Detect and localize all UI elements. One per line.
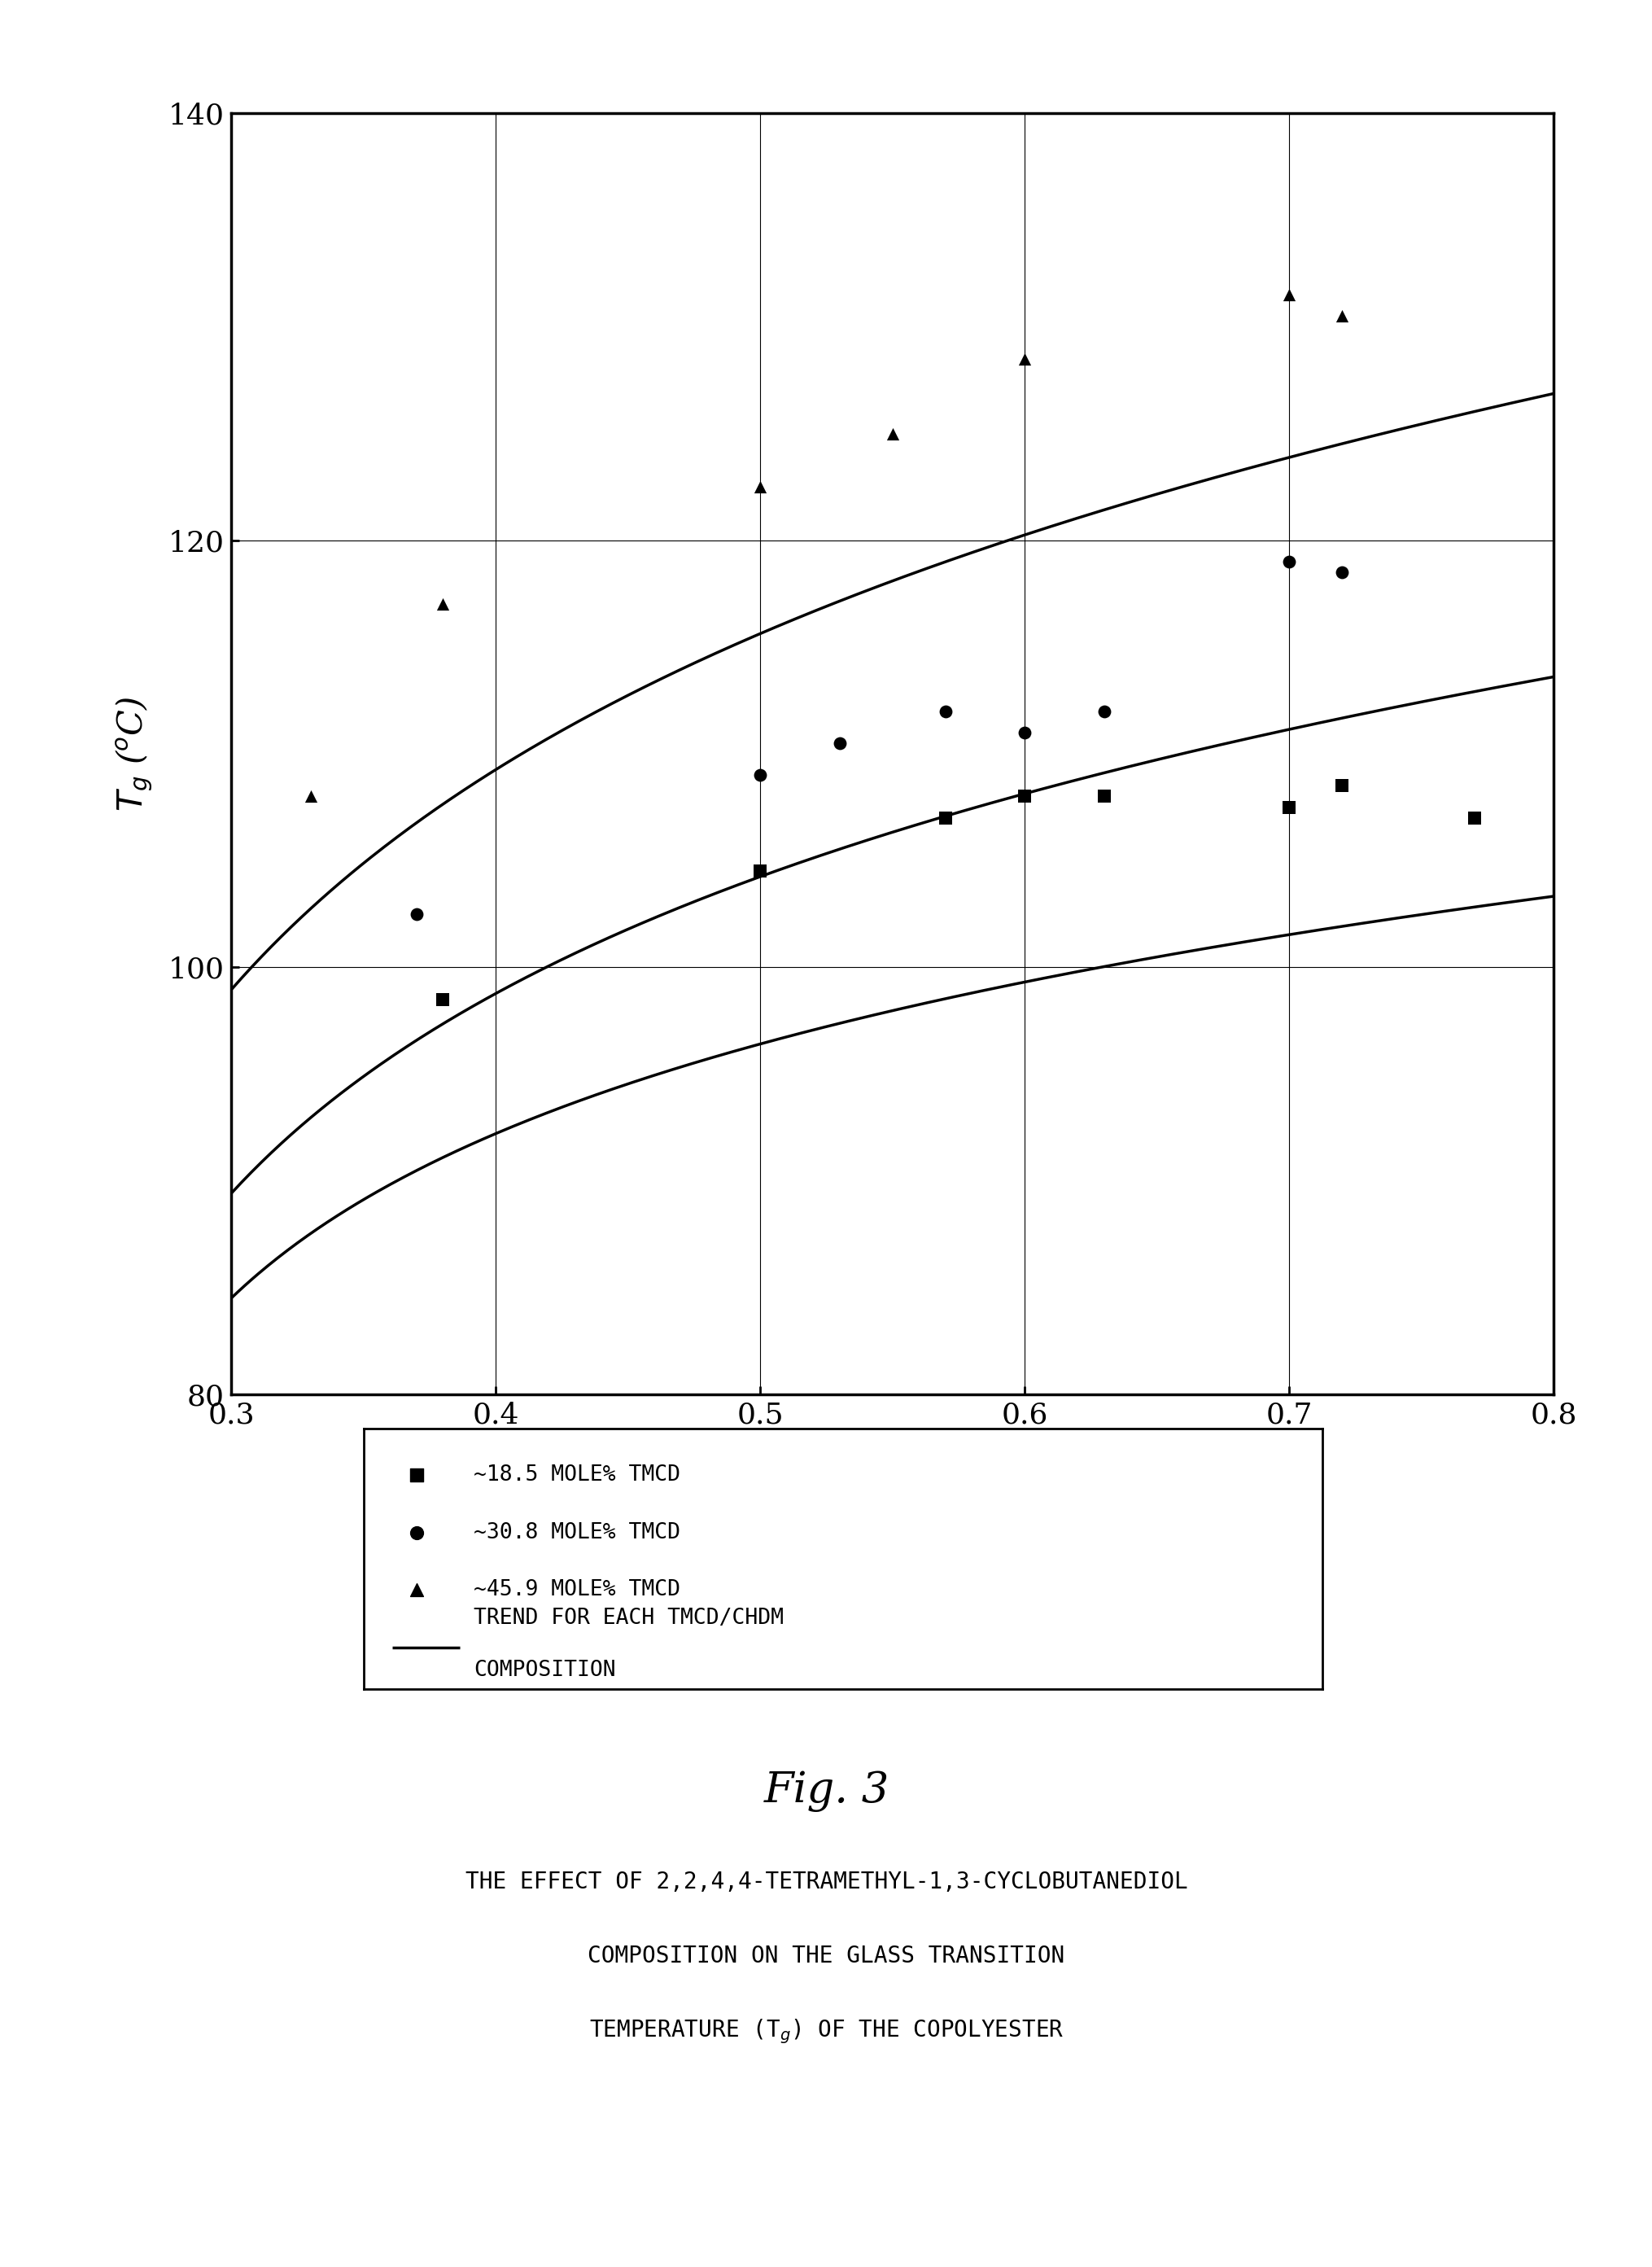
Point (932, 800, 958, 837)
Point (1328, 553, 1355, 589)
Point (879, 415, 905, 451)
Point (1090, 694, 1117, 730)
Point (1275, 277, 1302, 313)
Point (747, 757, 773, 793)
Point (1011, 340, 1037, 376)
Text: ~18.5 MOLE% TMCD: ~18.5 MOLE% TMCD (474, 1464, 681, 1485)
Point (403, 1514, 430, 1551)
Text: TREND FOR EACH TMCD/CHDM: TREND FOR EACH TMCD/CHDM (474, 1607, 783, 1630)
Text: COMPOSITION ON THE GLASS TRANSITION: COMPOSITION ON THE GLASS TRANSITION (588, 1945, 1064, 1968)
Point (747, 852, 773, 889)
Text: ~45.9 MOLE% TMCD: ~45.9 MOLE% TMCD (474, 1580, 681, 1601)
Point (1328, 769, 1355, 805)
Text: ~30.8 MOLE% TMCD: ~30.8 MOLE% TMCD (474, 1521, 681, 1544)
Point (1011, 778, 1037, 814)
Point (932, 694, 958, 730)
Point (430, 587, 456, 623)
Point (1460, 800, 1487, 837)
Point (1275, 789, 1302, 825)
Y-axis label: $T_g$ ($^o$C): $T_g$ ($^o$C) (114, 696, 155, 812)
Point (1090, 778, 1117, 814)
Point (1328, 297, 1355, 333)
Text: TEMPERATURE (T$_g$) OF THE COPOLYESTER: TEMPERATURE (T$_g$) OF THE COPOLYESTER (588, 2018, 1064, 2045)
Point (403, 1458, 430, 1494)
Text: COMPOSITION: COMPOSITION (474, 1659, 616, 1682)
Point (297, 778, 324, 814)
Point (1011, 714, 1037, 750)
Text: Fig. 3: Fig. 3 (763, 1771, 889, 1811)
Point (430, 982, 456, 1018)
Point (403, 895, 430, 932)
Point (403, 1571, 430, 1607)
Point (1275, 544, 1302, 580)
Point (747, 469, 773, 506)
X-axis label: IV  (dl/g): IV (dl/g) (816, 1444, 968, 1478)
Point (826, 725, 852, 762)
Text: THE EFFECT OF 2,2,4,4-TETRAMETHYL-1,3-CYCLOBUTANEDIOL: THE EFFECT OF 2,2,4,4-TETRAMETHYL-1,3-CY… (464, 1870, 1188, 1893)
